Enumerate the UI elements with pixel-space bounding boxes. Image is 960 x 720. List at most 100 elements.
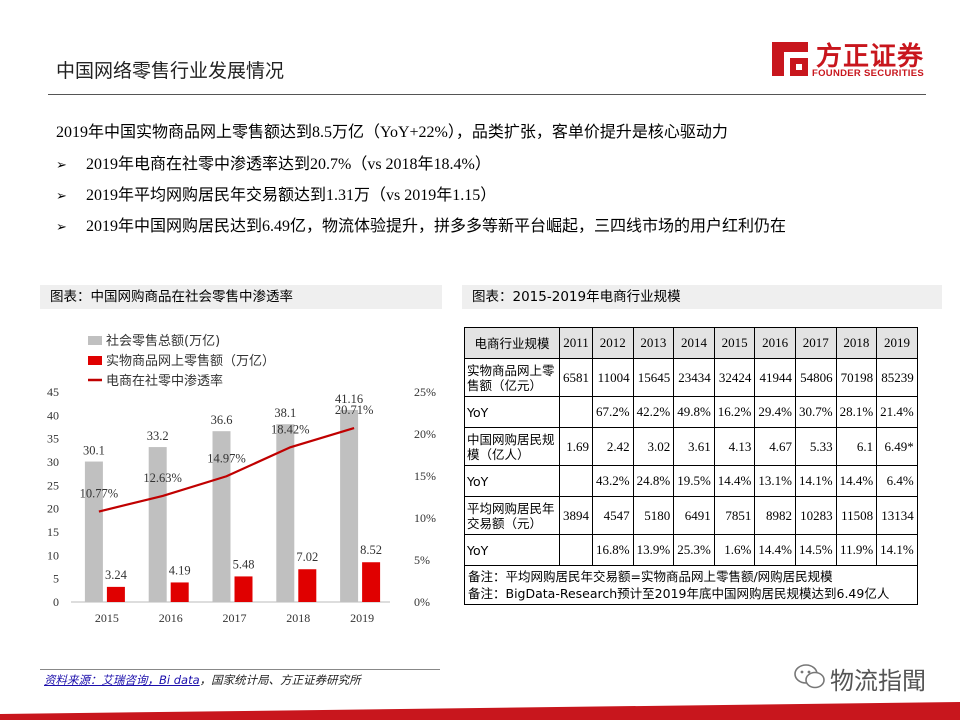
chart-panel-title: 图表：中国网购商品在社会零售中渗透率 bbox=[40, 285, 442, 309]
table-cell: 13.9% bbox=[632, 534, 675, 566]
table-cell: 4.13 bbox=[713, 427, 756, 466]
watermark-text: 物流指聞 bbox=[830, 667, 926, 695]
table-header-cell: 2016 bbox=[754, 327, 796, 359]
founder-logo-icon bbox=[772, 42, 808, 76]
table-note: 备注：BigData-Research预计至2019年底中国网购居民规模达到6.… bbox=[468, 586, 890, 601]
table-cell: 5.33 bbox=[794, 427, 837, 466]
bar-total-retail bbox=[340, 409, 359, 602]
bullet-item: ➢ 2019年中国网购居民达到6.49亿，物流体验提升，拼多多等新平台崛起，三四线… bbox=[56, 212, 786, 236]
table-cell bbox=[559, 396, 593, 428]
data-label: 33.2 bbox=[147, 429, 169, 443]
table-row-header: YoY bbox=[464, 465, 560, 497]
table-row: 平均网购居民年交易额（元） 3894 4547 5180 6491 7851 8… bbox=[464, 496, 918, 535]
table-cell: 14.4% bbox=[754, 534, 796, 566]
lead-text: 2019年中国实物商品网上零售额达到8.5万亿（YoY+22%），品类扩张，客单… bbox=[56, 124, 728, 141]
table-header-cell: 2014 bbox=[673, 327, 715, 359]
legend-swatch-online-retail bbox=[88, 356, 102, 365]
table-cell: 15645 bbox=[632, 358, 675, 397]
data-label: 30.1 bbox=[83, 444, 105, 458]
table-cell: 14.4% bbox=[835, 465, 878, 497]
data-label: 7.02 bbox=[296, 550, 318, 564]
x-tick-label: 2016 bbox=[159, 611, 183, 625]
table-cell: 3894 bbox=[559, 496, 593, 535]
table-row: 实物商品网上零售额（亿元） 6581 11004 15645 23434 324… bbox=[464, 358, 918, 397]
bullet-text: 2019年电商在社零中渗透率达到20.7%（vs 2018年18.4%） bbox=[86, 156, 491, 173]
data-label: 36.6 bbox=[211, 413, 233, 427]
data-label: 4.19 bbox=[169, 563, 191, 577]
y2-tick-label: 5% bbox=[414, 553, 430, 567]
table-cell: 6581 bbox=[559, 358, 593, 397]
source-divider bbox=[40, 669, 440, 670]
table-header-cell: 电商行业规模 bbox=[464, 327, 560, 359]
y-tick-label: 30 bbox=[47, 455, 59, 469]
table-header-cell: 2012 bbox=[592, 327, 634, 359]
ecommerce-scale-table: 电商行业规模 2011 2012 2013 2014 2015 2016 201… bbox=[464, 327, 918, 605]
table-row-header: 实物商品网上零售额（亿元） bbox=[464, 358, 560, 397]
table-cell: 32424 bbox=[713, 358, 756, 397]
table-row: YoY 67.2% 42.2% 49.8% 16.2% 29.4% 30.7% … bbox=[464, 396, 918, 428]
x-tick-label: 2018 bbox=[286, 611, 310, 625]
table-cell: 3.02 bbox=[632, 427, 675, 466]
logo-text-en: FOUNDER SECURITIES bbox=[812, 68, 925, 79]
bar-online-retail bbox=[362, 562, 381, 602]
y2-tick-label: 25% bbox=[414, 385, 436, 399]
table-cell: 1.6% bbox=[713, 534, 756, 566]
table-row: YoY 16.8% 13.9% 25.3% 1.6% 14.4% 14.5% 1… bbox=[464, 534, 918, 566]
title-divider bbox=[48, 94, 926, 95]
table-row-header: 平均网购居民年交易额（元） bbox=[464, 496, 560, 535]
table-cell: 16.2% bbox=[713, 396, 756, 428]
data-label: 8.52 bbox=[360, 543, 382, 557]
y2-tick-label: 15% bbox=[414, 469, 436, 483]
y-tick-label: 40 bbox=[47, 408, 59, 422]
table-cell bbox=[559, 465, 593, 497]
x-tick-label: 2015 bbox=[95, 611, 119, 625]
table-cell: 6491 bbox=[673, 496, 715, 535]
table-header-cell: 2019 bbox=[876, 327, 918, 359]
table-cell: 14.5% bbox=[794, 534, 837, 566]
source-text: ，国家统计局、方正证券研究所 bbox=[199, 673, 361, 687]
legend-label: 实物商品网上零售额（万亿） bbox=[106, 353, 275, 369]
table-cell: 54806 bbox=[794, 358, 837, 397]
table-cell: 70198 bbox=[835, 358, 878, 397]
table-row: 中国网购居民规模（亿人） 1.69 2.42 3.02 3.61 4.13 4.… bbox=[464, 427, 918, 466]
source-link[interactable]: 资料来源：艾瑞咨询，Bi data bbox=[44, 673, 200, 687]
y2-tick-label: 0% bbox=[414, 595, 430, 609]
bar-online-retail bbox=[170, 582, 189, 602]
bar-total-retail bbox=[84, 461, 103, 602]
bullet-text: 2019年中国网购居民达到6.49亿，物流体验提升，拼多多等新平台崛起，三四线市… bbox=[86, 218, 787, 235]
slide-title: 中国网络零售行业发展情况 bbox=[56, 60, 285, 82]
bar-online-retail bbox=[298, 569, 317, 602]
table-cell: 6.1 bbox=[835, 427, 878, 466]
table-cell: 29.4% bbox=[754, 396, 796, 428]
table-row: YoY 43.2% 24.8% 19.5% 14.4% 13.1% 14.1% … bbox=[464, 465, 918, 497]
data-label: 3.24 bbox=[105, 568, 128, 582]
y-tick-label: 20 bbox=[47, 502, 59, 516]
bar-online-retail bbox=[234, 576, 253, 602]
bullet-arrow-icon: ➢ bbox=[56, 157, 67, 172]
table-cell: 10283 bbox=[794, 496, 837, 535]
source-note: 资料来源：艾瑞咨询，Bi data，国家统计局、方正证券研究所 bbox=[44, 672, 361, 688]
legend-label: 社会零售总额(万亿) bbox=[106, 333, 220, 349]
table-cell: 24.8% bbox=[632, 465, 675, 497]
table-cell: 14.1% bbox=[794, 465, 837, 497]
table-note: 备注：平均网购居民年交易额=实物商品网上零售额/网购居民规模 bbox=[468, 569, 833, 584]
logo-text-cn: 方正证券 bbox=[816, 42, 925, 72]
x-tick-label: 2017 bbox=[223, 611, 247, 625]
table-cell: 19.5% bbox=[673, 465, 715, 497]
x-tick-label: 2019 bbox=[350, 611, 374, 625]
data-label: 38.1 bbox=[274, 406, 296, 420]
line-penetration-rate bbox=[98, 426, 355, 513]
data-label: 18.42% bbox=[271, 422, 310, 436]
table-cell: 67.2% bbox=[592, 396, 634, 428]
table-cell: 43.2% bbox=[592, 465, 634, 497]
legend-label: 电商在社零中渗透率 bbox=[106, 373, 223, 389]
y2-tick-label: 20% bbox=[414, 427, 436, 441]
table-cell: 6.49* bbox=[876, 427, 918, 466]
table-row-header: YoY bbox=[464, 534, 560, 566]
legend-swatch-total-retail bbox=[88, 336, 102, 345]
table-cell: 4.67 bbox=[754, 427, 796, 466]
table-header-cell: 2017 bbox=[794, 327, 837, 359]
y-tick-label: 25 bbox=[47, 478, 59, 492]
table-notes: 备注：平均网购居民年交易额=实物商品网上零售额/网购居民规模 备注：BigDat… bbox=[464, 565, 918, 605]
table-cell: 28.1% bbox=[835, 396, 878, 428]
